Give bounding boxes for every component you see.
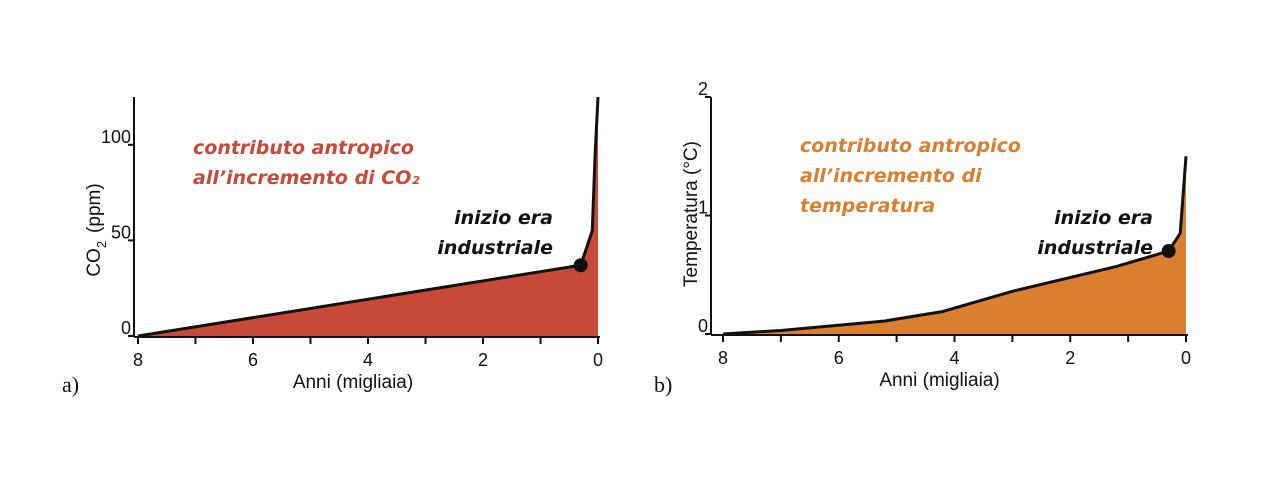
area-fill xyxy=(723,156,1186,334)
x-axis-label: Anni (migliaia) xyxy=(879,370,999,391)
series-line xyxy=(137,96,600,338)
x-tick-label: 8 xyxy=(718,348,728,368)
y-tick-label: 0 xyxy=(121,318,131,338)
y-axis-label-main: CO xyxy=(84,248,105,277)
x-tick-label: 2 xyxy=(478,350,488,370)
area-fill xyxy=(138,97,598,336)
annotation-line: all’incremento di xyxy=(800,165,982,187)
annotation-line: temperatura xyxy=(800,195,935,217)
y-axis-label-unit: (ppm) xyxy=(84,183,105,233)
x-tick-label: 0 xyxy=(1181,348,1191,368)
marker-label-line: inizio era xyxy=(454,207,553,229)
x-tick-label: 8 xyxy=(133,350,143,370)
x-tick-label: 4 xyxy=(949,348,959,368)
x-tick-label: 6 xyxy=(834,348,844,368)
y-tick-label: 50 xyxy=(111,222,131,242)
annotation-line: contributo antropico xyxy=(800,135,1021,157)
y-tick-label: 2 xyxy=(698,79,708,99)
marker-point xyxy=(573,258,588,273)
marker-label-line: industriale xyxy=(437,237,553,259)
x-tick-label: 0 xyxy=(593,350,603,370)
y-axis-label: CO2 (ppm) xyxy=(84,183,109,276)
x-axis-label: Anni (migliaia) xyxy=(293,372,413,393)
x-tick-label: 6 xyxy=(248,350,258,370)
chart-panel-2: 8 6 4 2 0 0 1 2 Anni (migliaia) Temperatura (°C) b… xyxy=(654,79,1191,397)
panel-label: b) xyxy=(654,372,672,397)
marker-label-line: inizio era xyxy=(1054,207,1153,229)
x-tick-label: 4 xyxy=(363,350,373,370)
y-axis-label-subscript: 2 xyxy=(94,241,109,248)
marker-label-line: industriale xyxy=(1037,237,1153,259)
series-line xyxy=(722,156,1188,336)
x-tick-label: 2 xyxy=(1065,348,1075,368)
marker-point xyxy=(1161,244,1176,259)
annotation-line: all’incremento di CO₂ xyxy=(193,167,420,189)
annotation-line: contributo antropico xyxy=(193,137,414,159)
y-tick-label: 100 xyxy=(101,127,131,147)
y-axis-label: Temperatura (°C) xyxy=(681,141,702,287)
y-tick-label: 1 xyxy=(698,198,708,218)
y-tick-label: 0 xyxy=(698,316,708,336)
panel-label: a) xyxy=(62,372,79,397)
